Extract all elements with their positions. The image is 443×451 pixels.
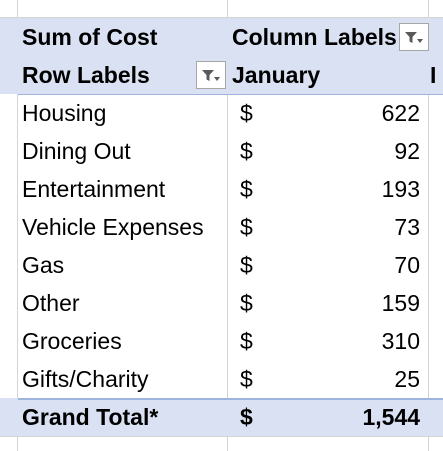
pivot-header-row-measure: Sum of Cost Column Labels xyxy=(0,18,443,56)
row-value[interactable]: 73 xyxy=(394,214,420,240)
row-value[interactable]: 25 xyxy=(394,366,420,392)
row-label[interactable]: Other xyxy=(22,290,80,316)
currency-symbol: $ xyxy=(240,328,253,354)
gridline-col-b xyxy=(227,0,228,451)
currency-symbol: $ xyxy=(240,214,253,240)
gridline-row-bottom xyxy=(0,436,443,437)
row-value[interactable]: 92 xyxy=(394,138,420,164)
table-row[interactable]: Other $ 159 xyxy=(0,284,443,322)
gridline-col-c xyxy=(428,0,429,451)
table-row[interactable]: Entertainment $ 193 xyxy=(0,170,443,208)
table-row[interactable]: Dining Out $ 92 xyxy=(0,132,443,170)
row-value[interactable]: 159 xyxy=(381,290,420,316)
grand-total-row[interactable]: Grand Total* $ 1,544 xyxy=(0,398,443,436)
gridline-col-a xyxy=(17,0,18,451)
table-row[interactable]: Gifts/Charity $ 25 xyxy=(0,360,443,398)
row-label[interactable]: Housing xyxy=(22,100,107,126)
row-value[interactable]: 70 xyxy=(394,252,420,278)
table-row[interactable]: Groceries $ 310 xyxy=(0,322,443,360)
row-filter-button[interactable] xyxy=(196,61,226,89)
pivot-header-row-labels: Row Labels January I xyxy=(0,56,443,95)
gridline-row-1 xyxy=(0,17,443,18)
measure-label[interactable]: Sum of Cost xyxy=(22,24,158,50)
currency-symbol: $ xyxy=(240,252,253,278)
table-row[interactable]: Housing $ 622 xyxy=(0,94,443,132)
grand-total-label[interactable]: Grand Total* xyxy=(22,404,159,430)
filter-dropdown-icon xyxy=(202,70,220,81)
currency-symbol: $ xyxy=(240,138,253,164)
column-value-january[interactable]: January xyxy=(232,62,321,88)
table-row[interactable]: Vehicle Expenses $ 73 xyxy=(0,208,443,246)
row-label[interactable]: Gas xyxy=(22,252,65,278)
row-label[interactable]: Vehicle Expenses xyxy=(22,214,204,240)
row-label[interactable]: Groceries xyxy=(22,328,122,354)
row-value[interactable]: 622 xyxy=(381,100,420,126)
filter-dropdown-icon xyxy=(405,32,423,43)
next-column-partial[interactable]: I xyxy=(430,62,437,88)
column-labels-header[interactable]: Column Labels xyxy=(232,24,397,50)
row-value[interactable]: 310 xyxy=(381,328,420,354)
currency-symbol: $ xyxy=(240,290,253,316)
row-label[interactable]: Gifts/Charity xyxy=(22,366,149,392)
currency-symbol: $ xyxy=(240,366,253,392)
row-label[interactable]: Entertainment xyxy=(22,176,166,202)
table-row[interactable]: Gas $ 70 xyxy=(0,246,443,284)
column-filter-button[interactable] xyxy=(399,23,429,51)
currency-symbol: $ xyxy=(240,100,253,126)
row-value[interactable]: 193 xyxy=(381,176,420,202)
row-label[interactable]: Dining Out xyxy=(22,138,131,164)
grand-total-value[interactable]: 1,544 xyxy=(362,404,420,430)
currency-symbol: $ xyxy=(240,176,253,202)
row-labels-header[interactable]: Row Labels xyxy=(22,62,150,88)
currency-symbol: $ xyxy=(240,404,253,430)
